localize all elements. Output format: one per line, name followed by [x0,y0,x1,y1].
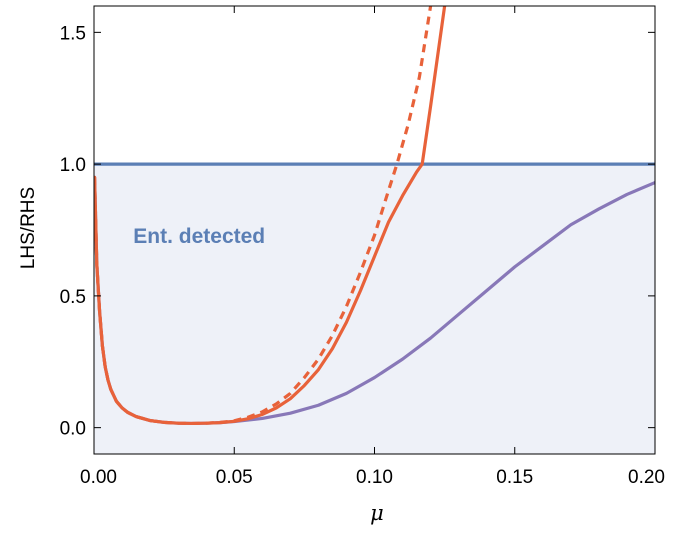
shaded-region [94,164,655,454]
x-tick-label: 0.15 [496,467,533,488]
y-tick-label: 1.5 [60,23,86,44]
y-tick-label: 1.0 [60,155,86,176]
tick-layer: 0.00 0.05 0.10 0.15 0.20 0.0 0.5 1.0 1.5 [60,6,665,488]
x-tick-label: 0.05 [216,467,253,488]
x-tick-label: 0.10 [356,467,393,488]
series-layer [94,6,655,426]
x-axis-label: μ [370,501,384,525]
y-tick-label: 0.0 [60,419,86,440]
y-tick-label: 0.5 [60,287,86,308]
x-tick-label: 0.20 [628,467,665,488]
shaded-region-layer [94,164,655,454]
x-tick-label: 0.00 [80,467,117,488]
series-line-4 [94,6,433,426]
y-axis-label: LHS/RHS [18,187,39,269]
annotation-ent-detected: Ent. detected [133,225,265,248]
